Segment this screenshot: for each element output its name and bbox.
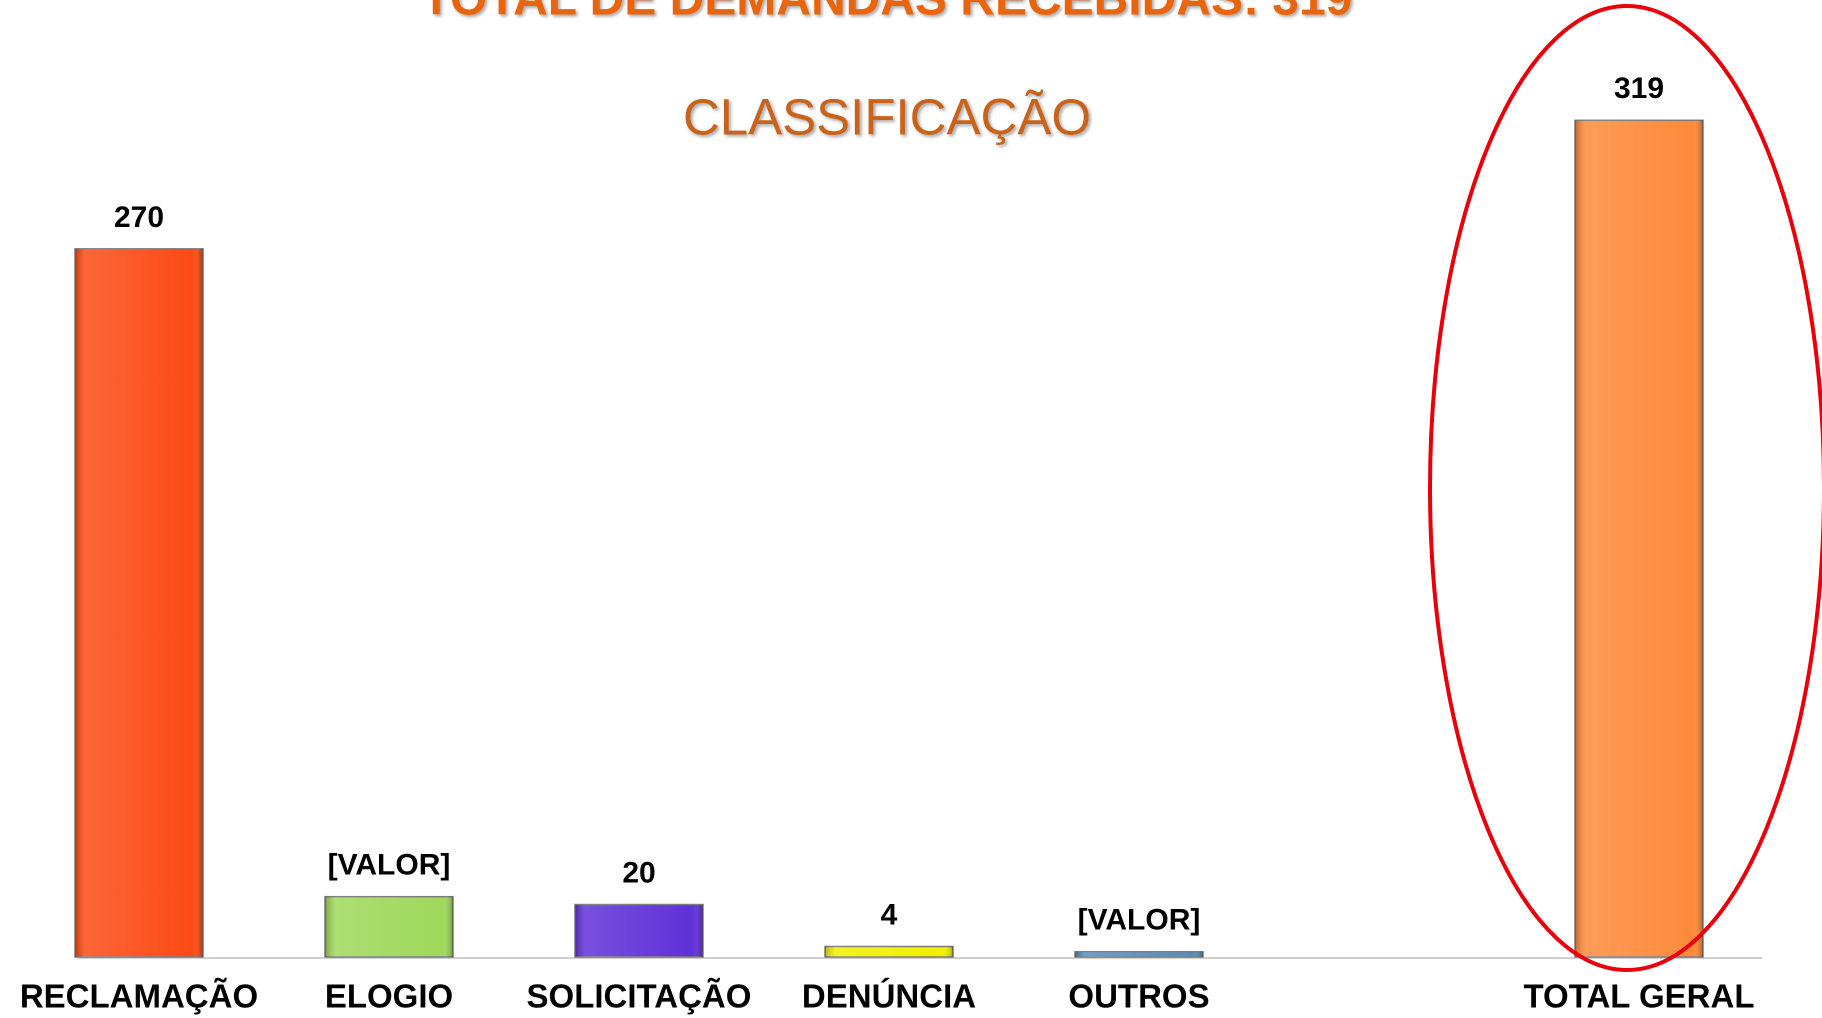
value-label: 270 [114,201,164,234]
bar [1574,119,1704,958]
value-label: 319 [1614,72,1664,105]
bar [74,248,204,958]
chart-subtitle: CLASSIFICAÇÃO [683,88,1091,145]
x-tick-label: ELOGIO [325,978,453,1015]
bar [574,903,704,958]
x-tick-label: TOTAL GERAL [1524,978,1755,1015]
bar [324,895,454,958]
x-tick-label: OUTROS [1068,978,1209,1015]
bar [824,945,954,958]
chart-title: TOTAL DE DEMANDAS RECEBIDAS: 319 [422,0,1353,26]
value-label: 4 [881,898,898,931]
x-tick-label: SOLICITAÇÃO [527,978,752,1015]
bar [1074,951,1204,958]
x-tick-label: DENÚNCIA [802,978,976,1015]
value-label: 20 [622,856,655,889]
x-tick-label: RECLAMAÇÃO [20,978,258,1015]
highlight-ellipse [1428,4,1822,972]
value-label: [VALOR] [1078,904,1201,937]
value-label: [VALOR] [328,849,451,882]
